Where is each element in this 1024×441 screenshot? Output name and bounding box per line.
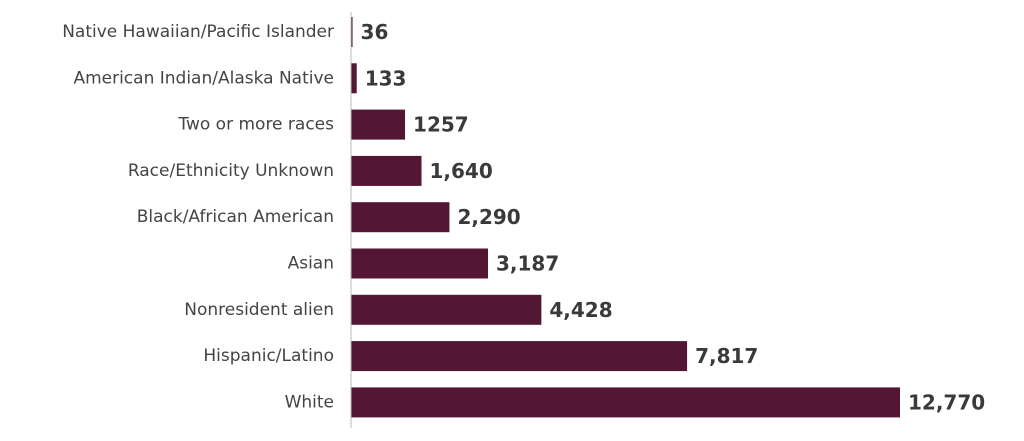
value-label-4: 2,290 [457,205,520,229]
bar-1 [351,63,357,94]
category-label-2: Two or more races [177,115,334,135]
category-label-0: Native Hawaiian/Pacific Islander [62,22,334,42]
value-label-7: 7,817 [695,344,758,368]
category-label-5: Asian [288,254,334,274]
value-label-6: 4,428 [549,298,612,322]
value-label-0: 36 [361,20,389,44]
value-label-1: 133 [365,66,407,90]
bar-3 [351,155,422,186]
bar-2 [351,109,406,140]
bars-group [351,17,900,418]
bar-4 [351,202,450,233]
category-label-4: Black/African American [137,207,334,227]
value-label-5: 3,187 [496,252,559,276]
category-label-6: Nonresident alien [184,300,334,320]
category-label-7: Hispanic/Latino [203,346,334,366]
bar-0 [351,17,353,47]
category-label-1: American Indian/Alaska Native [73,68,334,88]
bar-5 [351,248,489,279]
bar-8 [351,387,900,418]
category-labels-group: Native Hawaiian/Pacific Islander American… [62,22,334,412]
bar-6 [351,294,542,325]
value-label-2: 1257 [413,113,469,137]
value-label-8: 12,770 [908,390,985,414]
value-label-3: 1,640 [430,159,493,183]
category-label-8: White [285,392,334,412]
bar-7 [351,341,688,372]
category-label-3: Race/Ethnicity Unknown [128,161,334,181]
